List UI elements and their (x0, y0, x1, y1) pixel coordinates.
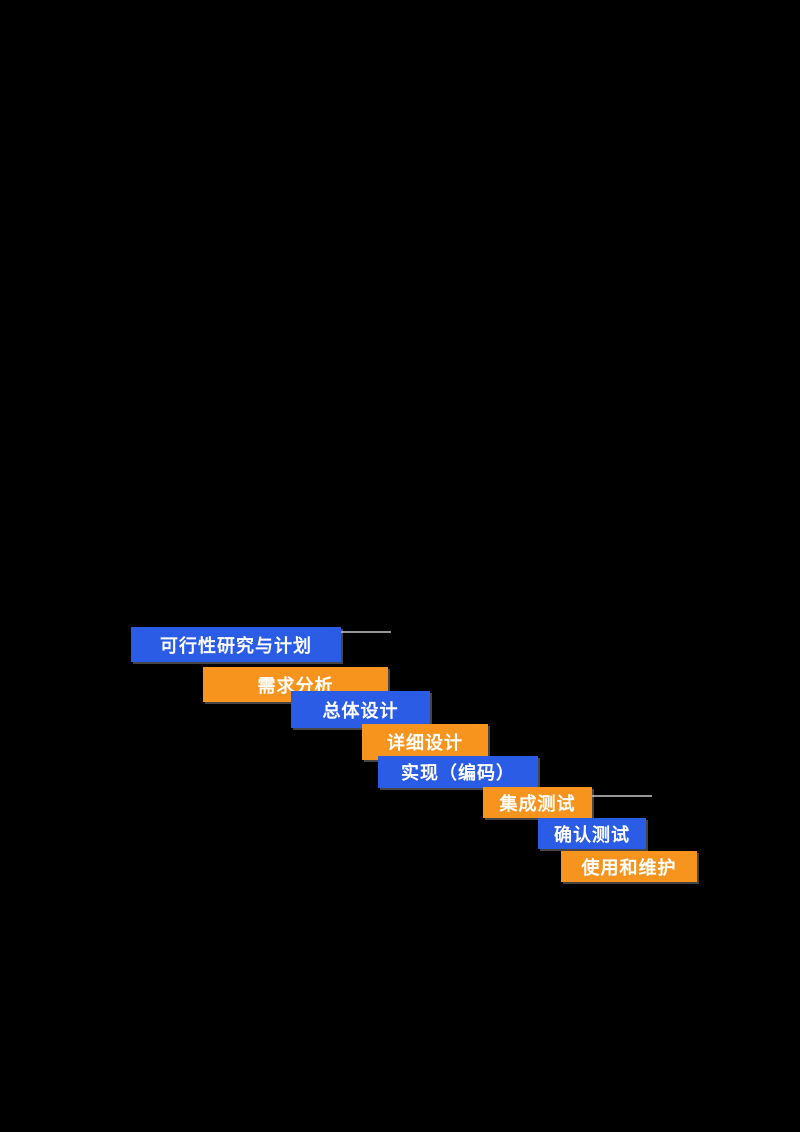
stage-label: 集成测试 (499, 793, 576, 814)
stage-acceptance-testing: 确认测试 (538, 818, 646, 849)
stage-overall-design: 总体设计 (291, 691, 430, 728)
connector-line (341, 631, 391, 633)
stage-use-and-maintenance: 使用和维护 (561, 851, 697, 882)
stage-implementation-coding: 实现（编码） (378, 756, 538, 788)
stage-label: 可行性研究与计划 (160, 635, 312, 656)
stage-label: 需求分析 (257, 675, 334, 696)
stage-label: 实现（编码） (401, 763, 515, 783)
stage-label: 使用和维护 (581, 857, 677, 878)
stage-label: 确认测试 (554, 824, 630, 845)
connector-line (592, 795, 652, 797)
stage-detailed-design: 详细设计 (362, 724, 488, 760)
stage-label: 详细设计 (387, 733, 463, 753)
stage-label: 总体设计 (322, 700, 399, 721)
stage-integration-testing: 集成测试 (483, 787, 592, 818)
stage-feasibility-study-and-planning: 可行性研究与计划 (131, 627, 341, 662)
